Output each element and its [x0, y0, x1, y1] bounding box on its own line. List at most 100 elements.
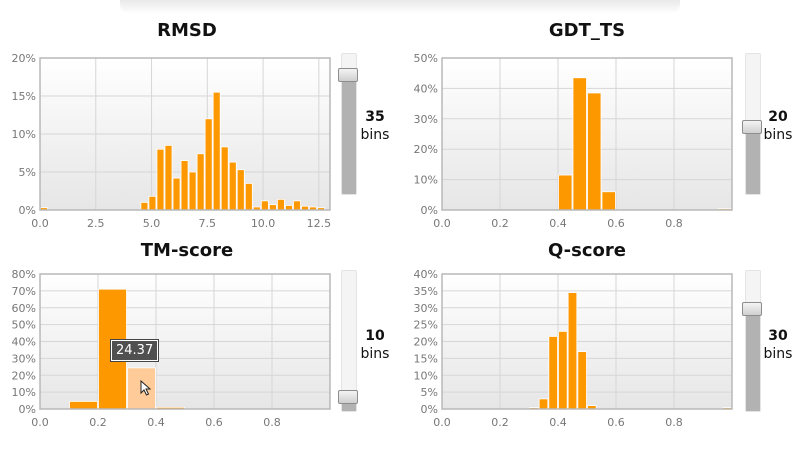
- y-tick-label: 40%: [414, 82, 438, 95]
- y-tick-label: 30%: [12, 352, 36, 365]
- histogram-bar[interactable]: [548, 336, 558, 410]
- bins-count: 30: [768, 328, 788, 344]
- y-tick-label: 0%: [421, 403, 438, 416]
- bar-value-tooltip: 24.37: [111, 340, 159, 361]
- histogram-bar[interactable]: [228, 161, 237, 211]
- y-tick-label: 30%: [414, 302, 438, 315]
- histogram-bar[interactable]: [148, 195, 157, 211]
- window-top-edge: [120, 0, 680, 14]
- x-tick-label: 0.0: [31, 217, 49, 230]
- bins-count-label: 20 bins: [756, 108, 800, 144]
- x-tick-label: 0.4: [147, 416, 165, 429]
- histogram-plot: 0% 5% 10% 15% 20% 0.0 2.5 5.0 7.5 10.0 12.5: [12, 52, 332, 230]
- y-tick-label: 10%: [414, 174, 438, 187]
- bins-unit: bins: [763, 346, 793, 362]
- x-tick-label: 12.5: [307, 217, 332, 230]
- y-tick-label: 0%: [421, 204, 438, 217]
- bins-unit: bins: [360, 346, 390, 362]
- histogram-plot: 0% 10% 20% 30% 40% 50% 0.0 0.2 0.4 0.6 0.8: [414, 52, 733, 230]
- histogram-bar[interactable]: [188, 171, 197, 211]
- bins-unit: bins: [360, 127, 390, 143]
- x-tick-label: 0.2: [89, 416, 107, 429]
- bins-unit: bins: [763, 127, 793, 143]
- histogram-bar[interactable]: [244, 182, 253, 211]
- slider-thumb[interactable]: [338, 390, 358, 404]
- histogram-bar[interactable]: [558, 174, 573, 211]
- chart-title: RMSD: [157, 20, 217, 41]
- histogram-plot: 0% 5% 10% 15% 20% 25% 30% 35% 40% 0.0 0.2 0.4 0.6 0.8: [414, 268, 733, 429]
- slider-thumb[interactable]: [742, 302, 762, 316]
- y-tick-label: 35%: [414, 285, 438, 298]
- y-tick-label: 20%: [12, 52, 36, 65]
- histogram-bar[interactable]: [172, 177, 181, 211]
- x-tick-label: 0.8: [665, 416, 683, 429]
- plot-frame: [441, 57, 733, 211]
- bins-count: 10: [365, 328, 385, 344]
- histogram-bar[interactable]: [140, 201, 149, 211]
- histogram-bar[interactable]: [538, 398, 549, 410]
- plot-frame: [39, 273, 331, 410]
- bins-count-label: 30 bins: [756, 327, 800, 363]
- x-tick-label: 0.0: [433, 217, 451, 230]
- y-tick-label: 15%: [414, 352, 438, 365]
- y-tick-label: 10%: [414, 369, 438, 382]
- bins-slider[interactable]: [338, 53, 358, 195]
- x-tick-label: 5.0: [143, 217, 161, 230]
- y-tick-label: 60%: [12, 302, 36, 315]
- bins-slider[interactable]: [742, 270, 762, 412]
- histogram-bar[interactable]: [180, 160, 189, 211]
- histogram-bar[interactable]: [293, 200, 301, 211]
- slider-fill: [746, 127, 760, 194]
- histogram-panel-gdt-ts: GDT_TS 0% 10% 20% 30% 40% 50% 0.0 0.2 0.4 0.6 0.8 …: [400, 20, 800, 230]
- y-tick-label: 30%: [414, 113, 438, 126]
- histogram-bar[interactable]: [567, 292, 578, 410]
- histogram-bar[interactable]: [572, 77, 587, 211]
- x-tick-label: 0.4: [549, 217, 567, 230]
- histogram-panel-q-score: Q-score 0% 5% 10% 15% 20% 25% 30% 35% 40% 0.0 0.2 0…: [400, 240, 800, 440]
- histogram-bar[interactable]: [277, 198, 285, 211]
- x-tick-label: 0.2: [491, 416, 509, 429]
- slider-thumb[interactable]: [338, 68, 358, 82]
- plot-area: [442, 58, 732, 210]
- histogram-bar[interactable]: [164, 145, 173, 211]
- histogram-panel-tm-score: TM-score 0% 10% 20% 30% 40% 50% 60% 70% 80% 0.0 0.…: [0, 240, 400, 440]
- y-tick-label: 0%: [19, 403, 36, 416]
- histogram-bar[interactable]: [268, 204, 277, 211]
- histogram-bar[interactable]: [558, 330, 568, 410]
- y-tick-label: 70%: [12, 285, 36, 298]
- chart-title: TM-score: [140, 240, 234, 261]
- y-tick-label: 15%: [12, 90, 36, 103]
- histogram-bar[interactable]: [220, 146, 229, 211]
- bins-count: 20: [768, 109, 788, 125]
- bins-count-label: 10 bins: [353, 327, 397, 363]
- plot-frame: [441, 273, 733, 410]
- x-tick-label: 10.0: [251, 217, 276, 230]
- x-tick-label: 0.8: [665, 217, 683, 230]
- plot-frame: [39, 57, 331, 211]
- x-tick-label: 2.5: [87, 217, 105, 230]
- histogram-bar[interactable]: [587, 92, 602, 211]
- histogram-bar[interactable]: [196, 153, 205, 211]
- x-tick-label: 0.4: [549, 416, 567, 429]
- bins-slider[interactable]: [742, 53, 762, 195]
- histogram-panel-rmsd: RMSD 0% 5% 10% 15% 20% 0.0 2.5 5.0 7.5 10.0 12.5 3…: [0, 20, 400, 230]
- histogram-bar[interactable]: [236, 169, 245, 211]
- bins-count-label: 35 bins: [353, 108, 397, 144]
- histogram-bar[interactable]: [69, 401, 98, 410]
- bins-slider[interactable]: [338, 270, 358, 412]
- histogram-bar[interactable]: [156, 148, 165, 211]
- x-tick-label: 0.0: [31, 416, 49, 429]
- histogram-plot: 0% 10% 20% 30% 40% 50% 60% 70% 80% 0.0 0.2 0.4 0.6 0.…: [12, 268, 331, 429]
- histogram-bar[interactable]: [204, 118, 213, 211]
- y-tick-label: 20%: [12, 369, 36, 382]
- slider-thumb[interactable]: [742, 120, 762, 134]
- y-tick-label: 20%: [414, 143, 438, 156]
- histogram-bar[interactable]: [260, 200, 269, 211]
- histogram-bar[interactable]: [212, 91, 221, 211]
- x-tick-label: 0.6: [607, 416, 625, 429]
- x-tick-label: 0.6: [205, 416, 223, 429]
- histogram-bar[interactable]: [601, 191, 616, 211]
- y-tick-label: 10%: [12, 128, 36, 141]
- histogram-bar[interactable]: [577, 351, 587, 410]
- x-tick-label: 7.5: [199, 217, 217, 230]
